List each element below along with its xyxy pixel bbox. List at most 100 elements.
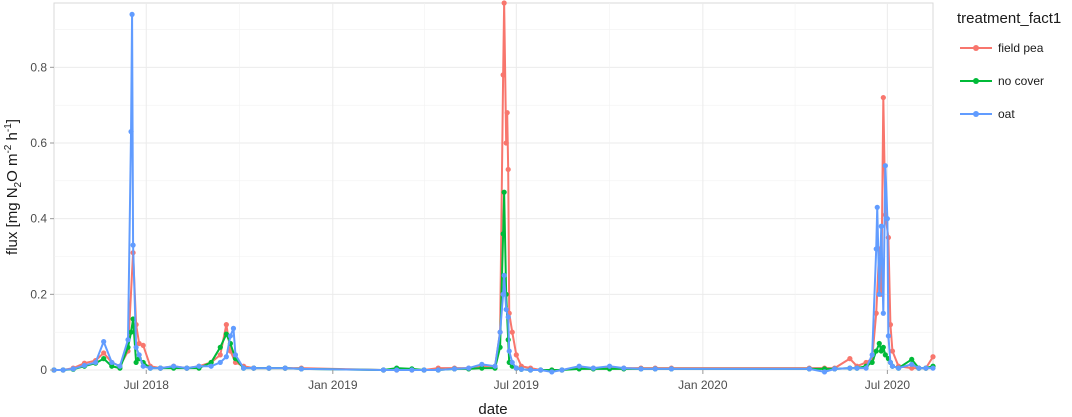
data-point	[125, 337, 131, 343]
data-point	[878, 223, 884, 229]
legend-dot	[973, 78, 979, 84]
data-point	[497, 329, 503, 335]
data-point	[101, 350, 107, 356]
data-point	[882, 352, 888, 358]
data-point	[251, 365, 257, 371]
data-point	[451, 366, 458, 372]
data-point	[847, 356, 853, 362]
x-tick-label: Jul 2018	[124, 378, 170, 392]
data-point	[81, 362, 88, 369]
data-point	[136, 340, 142, 347]
data-point	[806, 366, 812, 372]
data-point	[70, 366, 76, 372]
y-axis-title-part: h	[4, 132, 21, 145]
data-point	[506, 348, 512, 354]
data-point	[576, 363, 582, 369]
data-point	[509, 329, 515, 335]
data-point	[873, 310, 879, 316]
legend-item-oat: oat	[958, 104, 1015, 124]
data-point	[889, 348, 896, 354]
data-point	[129, 11, 135, 17]
data-point	[500, 291, 506, 297]
x-axis-ticks: Jul 2018 Jan 2019 Jul 2019 Jan 2020 Jul 2020	[124, 370, 911, 392]
y-axis-title-part: -2	[3, 144, 14, 153]
data-point	[409, 367, 415, 373]
x-tick-label: Jan 2019	[308, 378, 358, 392]
plot-panel-background	[53, 2, 934, 371]
data-point	[232, 352, 239, 358]
data-point	[128, 129, 134, 135]
series-oat	[51, 11, 936, 375]
data-point	[240, 365, 247, 371]
x-tick-label: Jan 2020	[678, 378, 728, 392]
data-point	[171, 363, 177, 369]
data-point	[505, 314, 511, 320]
data-point	[128, 329, 134, 335]
data-point	[873, 348, 879, 354]
data-point	[916, 365, 922, 371]
data-point	[874, 204, 880, 210]
data-point	[930, 365, 936, 371]
data-point	[509, 359, 515, 366]
data-point	[847, 365, 853, 371]
legend-key-oat	[958, 104, 994, 124]
data-point	[92, 359, 99, 366]
series-layer	[51, 0, 936, 375]
data-point	[227, 333, 234, 339]
data-point	[503, 140, 509, 146]
data-point	[869, 352, 875, 358]
y-axis-title: flux [mg N2O m-2 h-1]	[3, 119, 24, 255]
y-tick-label: 0	[40, 363, 47, 377]
x-tick-label: Jul 2020	[865, 378, 911, 392]
x-axis-title: date	[478, 401, 507, 417]
data-point	[668, 366, 675, 372]
data-point	[479, 365, 485, 371]
data-point	[504, 110, 510, 116]
data-point	[101, 356, 107, 362]
data-point	[230, 325, 237, 331]
data-point	[501, 0, 507, 6]
data-point	[184, 365, 190, 371]
y-axis-title-part: -1	[3, 123, 14, 132]
data-point	[501, 272, 507, 279]
data-point	[101, 339, 107, 345]
data-point	[223, 354, 229, 360]
data-point	[140, 342, 146, 349]
data-point	[157, 365, 164, 371]
data-point	[873, 246, 879, 252]
legend-key-field-pea	[958, 38, 994, 58]
data-point	[140, 363, 146, 369]
y-axis-title-part: ]	[4, 119, 21, 123]
data-point	[130, 242, 136, 248]
y-tick-label: 0.8	[30, 60, 47, 74]
data-point	[880, 344, 886, 350]
data-point	[223, 331, 229, 337]
legend-key-no-cover	[958, 71, 994, 91]
data-point	[513, 365, 519, 371]
y-tick-label: 0.2	[30, 287, 47, 301]
legend: treatment_fact1 field pea no cover oat	[950, 6, 1070, 121]
y-axis-title-part: flux [mg N	[4, 187, 21, 255]
legend-dot	[973, 45, 979, 51]
legend-item-field-pea: field pea	[958, 38, 1043, 58]
data-point	[821, 369, 828, 375]
data-point	[909, 356, 915, 363]
data-point	[606, 363, 613, 369]
data-point	[223, 322, 229, 328]
data-point	[217, 344, 223, 350]
data-point	[909, 365, 915, 371]
data-point	[217, 352, 223, 358]
data-point	[217, 359, 223, 366]
data-point	[501, 189, 507, 195]
data-point	[117, 363, 123, 369]
data-point	[394, 367, 400, 373]
data-point	[876, 340, 882, 347]
data-point	[503, 306, 509, 313]
data-point	[549, 369, 555, 375]
data-point	[885, 333, 891, 339]
data-point	[479, 361, 485, 367]
y-tick-label: 0.4	[30, 212, 47, 226]
legend-title: treatment_fact1	[957, 10, 1062, 27]
data-point	[882, 163, 888, 169]
